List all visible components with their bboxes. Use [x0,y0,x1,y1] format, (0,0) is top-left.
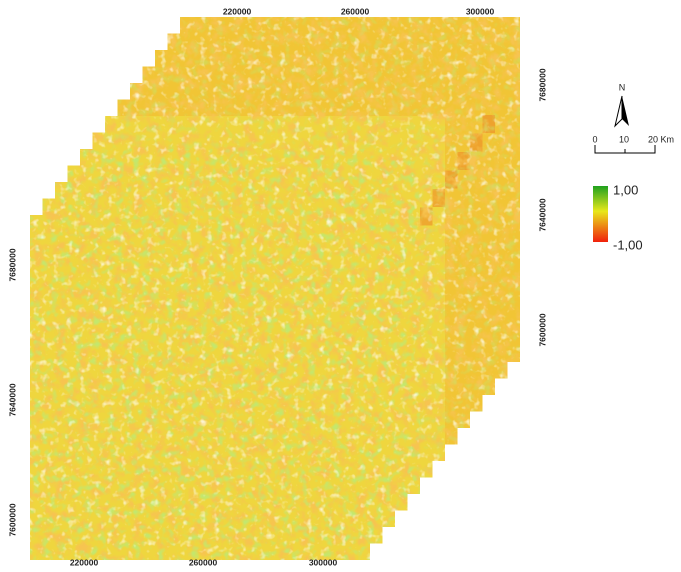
scale-bar: 0 10 20 Km [592,134,674,153]
legend: 1,00 -1,00 [593,182,643,252]
north-label: N [619,82,626,92]
coordinate-label: 7640000 [537,198,547,231]
map-figure: N 0 10 20 Km 1,00 -1,00 220000 260000 3000… [0,0,681,572]
north-arrow: N [615,82,629,126]
scale-label: 0 [592,134,597,144]
legend-min: -1,00 [613,237,643,252]
page: {"map": { "x_labels_top": ["220000", "26… [0,0,681,572]
coordinate-label: 220000 [70,557,99,567]
coordinate-label: 260000 [341,6,370,16]
raster-tile [30,215,370,560]
coordinate-label: 7680000 [537,68,547,101]
coordinate-label: 260000 [189,557,218,567]
scale-label: 20 Km [648,134,674,144]
legend-max: 1,00 [613,182,638,197]
coordinate-label: 7680000 [7,248,17,281]
tile-noise [30,215,370,560]
raster-stack [30,17,520,560]
scale-label: 10 [619,134,629,144]
coordinate-label: 7600000 [537,313,547,346]
coordinate-label: 220000 [223,6,252,16]
coordinate-label: 7600000 [7,503,17,536]
coordinate-label: 300000 [309,557,338,567]
coordinate-label: 300000 [466,6,495,16]
coordinate-label: 7640000 [7,383,17,416]
